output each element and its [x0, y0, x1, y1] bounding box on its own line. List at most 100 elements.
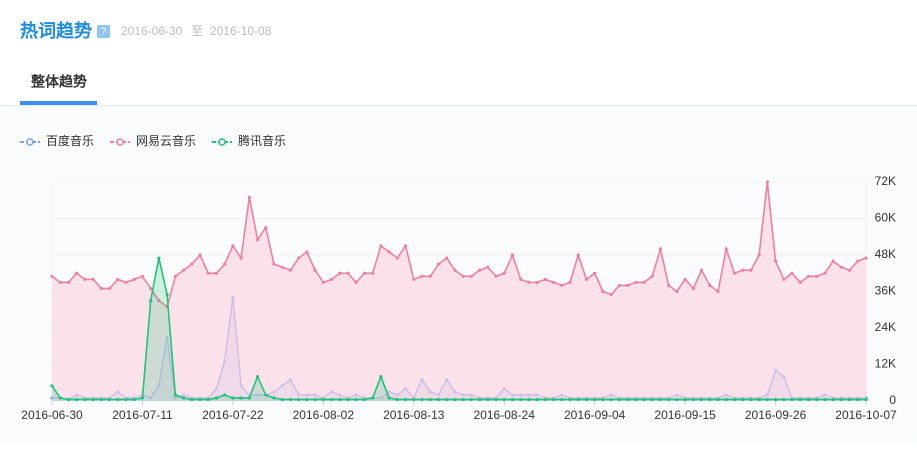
point: [214, 396, 219, 400]
x-tick-label: 2016-09-26: [745, 408, 807, 422]
end-date: 2016-10-08: [210, 24, 272, 38]
point: [806, 274, 811, 278]
start-date: 2016-06-30: [121, 24, 183, 38]
point: [280, 397, 284, 402]
point: [609, 397, 613, 402]
point: [239, 396, 243, 400]
point: [436, 262, 441, 266]
point: [658, 397, 663, 402]
point: [354, 280, 358, 284]
point: [297, 256, 301, 260]
y-tick-label: 0: [889, 393, 896, 407]
point: [206, 397, 210, 402]
point: [231, 396, 235, 400]
x-tick-label: 2016-06-30: [21, 408, 83, 422]
point: [395, 256, 399, 260]
y-tick-label: 48K: [875, 247, 896, 261]
point: [395, 397, 399, 402]
point: [338, 397, 342, 402]
point: [831, 259, 835, 263]
point: [864, 256, 868, 260]
point: [346, 397, 350, 402]
point: [247, 396, 251, 400]
series-line: [51, 257, 866, 401]
point: [198, 397, 202, 402]
point: [699, 268, 704, 272]
page-title: 热词趋势: [20, 20, 92, 41]
point: [198, 253, 202, 257]
point: [560, 283, 564, 288]
point: [642, 280, 646, 284]
point: [255, 238, 260, 242]
point: [445, 397, 449, 402]
x-tick-label: 2016-08-13: [383, 408, 445, 422]
point: [116, 277, 120, 281]
help-icon[interactable]: [97, 25, 110, 38]
point: [379, 375, 383, 379]
y-tick-label: 12K: [875, 357, 896, 371]
point: [453, 268, 457, 272]
point: [667, 283, 671, 288]
point: [338, 271, 342, 275]
tab-underline: [20, 101, 97, 105]
point: [58, 396, 62, 400]
point: [321, 280, 325, 284]
point: [617, 283, 621, 288]
point: [535, 397, 539, 402]
point: [716, 289, 720, 294]
point: [469, 397, 473, 402]
point: [223, 393, 227, 397]
point: [617, 397, 621, 402]
point: [116, 397, 120, 402]
help-text[interactable]: ?: [101, 27, 107, 38]
point: [815, 274, 819, 278]
point: [140, 396, 145, 400]
point: [206, 271, 210, 275]
point: [593, 397, 597, 402]
point: [214, 271, 219, 275]
point: [839, 397, 843, 402]
point: [239, 256, 243, 260]
point: [379, 244, 383, 248]
point: [272, 262, 276, 266]
point: [288, 397, 293, 402]
point: [675, 289, 679, 294]
point: [66, 397, 71, 402]
point: [502, 271, 506, 275]
series-line: [51, 181, 867, 309]
point: [428, 274, 432, 278]
point: [132, 397, 136, 402]
point: [667, 397, 671, 402]
y-tick-label: 72K: [875, 174, 896, 188]
point: [765, 397, 769, 402]
y-tick-label: 36K: [875, 284, 896, 298]
legend-label: 百度音乐: [46, 133, 94, 148]
point: [297, 397, 301, 402]
point: [691, 286, 695, 291]
point: [461, 397, 465, 402]
point: [510, 397, 515, 402]
point: [99, 397, 103, 402]
point: [354, 397, 358, 402]
point: [691, 397, 695, 402]
point: [708, 397, 712, 402]
point: [658, 247, 663, 251]
point: [634, 280, 638, 284]
x-tick-label: 2016-09-15: [654, 408, 716, 422]
point: [847, 397, 852, 402]
point: [83, 277, 87, 281]
point: [255, 375, 260, 379]
point: [749, 397, 753, 402]
point: [469, 274, 473, 278]
point: [124, 397, 128, 402]
point: [543, 277, 547, 281]
point: [190, 397, 194, 402]
point: [91, 277, 95, 281]
series-area: [52, 182, 866, 401]
point: [782, 397, 786, 402]
tab[interactable]: 整体趋势: [30, 74, 87, 90]
point: [412, 397, 416, 402]
point: [716, 397, 720, 402]
point: [773, 397, 778, 402]
